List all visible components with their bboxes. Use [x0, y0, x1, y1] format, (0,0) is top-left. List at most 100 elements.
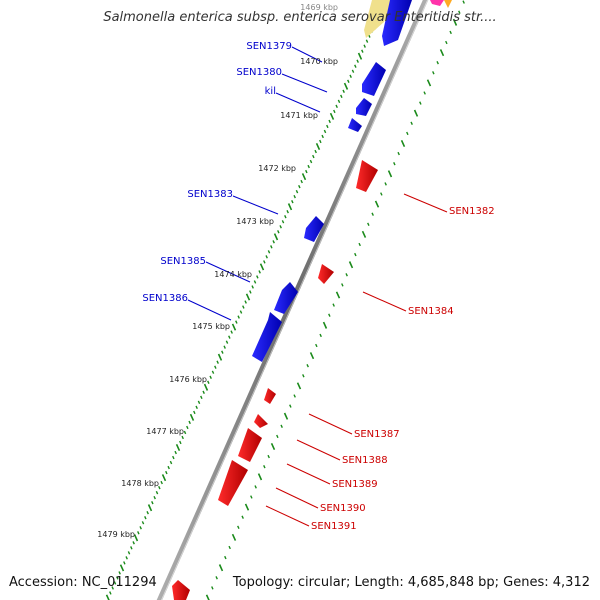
gene-label-SEN1388[interactable]: SEN1388 [342, 455, 388, 466]
tick-mark [286, 210, 289, 214]
gene-arrow-kil[interactable] [348, 118, 362, 132]
tick-mark [207, 380, 210, 384]
tick-mark [256, 275, 259, 279]
tick-mark [374, 200, 380, 208]
tick-mark [436, 61, 439, 65]
tick-mark [216, 360, 219, 364]
tick-mark [287, 203, 293, 211]
tick-mark [342, 89, 345, 94]
tick-mark [343, 82, 349, 90]
tick-mark [293, 394, 296, 398]
gene-label-SEN1389[interactable]: SEN1389 [332, 479, 378, 490]
tick-mark [426, 79, 432, 87]
tick-mark [237, 315, 240, 319]
tick-mark [211, 370, 215, 374]
tick-mark [301, 173, 307, 181]
tick-mark [445, 40, 448, 45]
tick-mark [361, 49, 364, 53]
gene-label-SEN1391[interactable]: SEN1391 [311, 521, 357, 532]
gene-arrow-SEN1383[interactable] [304, 216, 324, 242]
tick-mark [351, 69, 355, 73]
tick-mark [205, 594, 210, 600]
tick-mark [231, 533, 237, 541]
tick-mark [165, 470, 168, 475]
forward-label-leaders [187, 46, 328, 321]
topology-text: Topology: circular; Length: 4,685,848 bp… [232, 575, 590, 590]
tick-mark [300, 179, 303, 184]
tick-mark [151, 500, 154, 505]
gene-arrow-SEN1384[interactable] [318, 264, 334, 284]
kbp-label: 1474 kbp [214, 270, 252, 279]
gene-label-SEN1390[interactable]: SEN1390 [320, 503, 366, 514]
tick-mark [214, 365, 217, 369]
tick-mark [244, 300, 247, 304]
tick-mark [223, 345, 226, 349]
gene-label-SEN1387[interactable]: SEN1387 [354, 429, 400, 440]
tick-mark [406, 131, 409, 136]
gene-arrow-SEN1388[interactable] [254, 414, 268, 428]
tick-mark [267, 250, 271, 254]
tick-mark [333, 109, 336, 114]
tick-mark [281, 220, 285, 224]
tick-mark [354, 64, 357, 68]
tick-mark [284, 215, 287, 219]
tick-mark [309, 352, 315, 360]
tick-mark [133, 534, 139, 542]
gene-arrow-SEN1382[interactable] [356, 160, 378, 192]
tick-mark [280, 424, 283, 428]
tick-mark [155, 490, 159, 495]
tick-mark [267, 454, 270, 459]
gene-label-SEN1380[interactable]: SEN1380 [236, 67, 282, 78]
tick-mark [183, 430, 187, 435]
tick-mark [283, 412, 289, 420]
tick-mark [315, 343, 318, 348]
gene-arrow-SEN1385[interactable] [274, 282, 298, 314]
tick-mark [119, 564, 125, 572]
kbp-label: 1471 kbp [280, 111, 318, 120]
gene-label-SEN1385[interactable]: SEN1385 [160, 256, 206, 267]
tick-mark [348, 261, 354, 269]
tick-mark [419, 101, 422, 105]
reverse-label-leaders [265, 193, 448, 527]
tick-mark [179, 440, 182, 445]
kbp-label: 1470 kbp [300, 57, 338, 66]
tick-mark [172, 455, 175, 460]
gene-arrow-SEN1389[interactable] [238, 428, 262, 462]
gene-label-SEN1384[interactable]: SEN1384 [408, 306, 454, 317]
tick-mark [237, 525, 240, 529]
gene-arrow-SEN1386[interactable] [252, 312, 282, 362]
gene-arrow-SEN1380[interactable] [356, 98, 372, 116]
gene-label-SEN1386[interactable]: SEN1386 [142, 293, 188, 304]
tick-mark [125, 556, 128, 560]
gene-label-SEN1383[interactable]: SEN1383 [187, 189, 233, 200]
gene-arrow-SEN1387[interactable] [264, 388, 276, 404]
tick-mark [144, 516, 147, 520]
tick-mark [361, 230, 367, 238]
gene-arrow-SEN1390[interactable] [218, 460, 248, 506]
tick-mark [298, 184, 301, 189]
tick-mark [239, 310, 243, 314]
tick-mark [367, 222, 370, 226]
kbp-label: 1475 kbp [192, 322, 230, 331]
tick-mark [197, 400, 201, 405]
tick-mark [371, 212, 374, 216]
tick-mark [365, 39, 369, 43]
tick-mark [263, 465, 266, 469]
gene-label-SEN1382[interactable]: SEN1382 [449, 206, 495, 217]
tick-mark [225, 340, 229, 344]
gene-arrow-SEN1379[interactable] [362, 62, 386, 96]
tick-mark [263, 260, 266, 264]
gene-label-SEN1379[interactable]: SEN1379 [246, 41, 292, 52]
tick-mark [309, 159, 313, 164]
tick-mark [202, 390, 205, 395]
tick-mark [113, 581, 117, 585]
tick-mark [161, 474, 167, 482]
tick-mark [337, 99, 341, 104]
gene-arrow-SEN1391[interactable] [172, 580, 190, 600]
gene-label-kil[interactable]: kil [265, 86, 276, 97]
tick-mark [186, 425, 189, 430]
tick-mark [289, 404, 292, 408]
tick-mark [228, 545, 231, 550]
tick-mark [203, 383, 209, 391]
tick-mark [439, 49, 445, 57]
